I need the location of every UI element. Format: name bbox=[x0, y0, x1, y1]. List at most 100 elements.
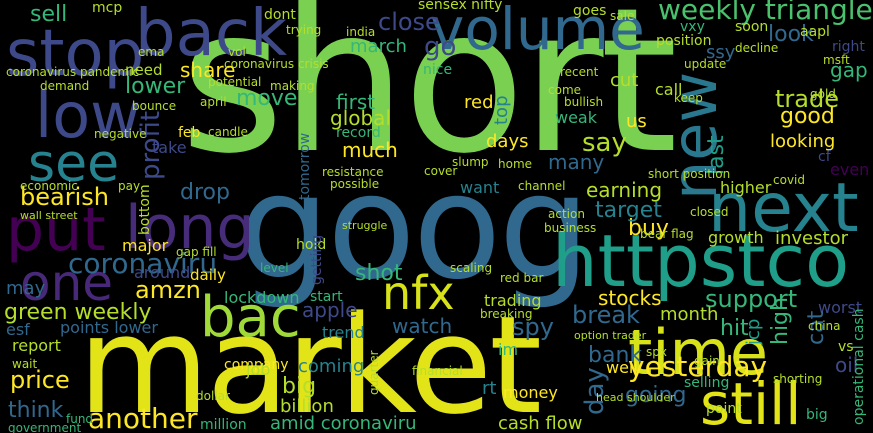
word-looking: looking bbox=[770, 131, 836, 152]
word-major: major bbox=[122, 236, 169, 255]
word-around: around bbox=[134, 263, 191, 282]
word-time: time bbox=[628, 316, 769, 389]
word-record: record bbox=[336, 125, 381, 141]
word-earning: earning bbox=[586, 178, 663, 202]
word-lower: lower bbox=[125, 74, 186, 99]
word-position: position bbox=[656, 33, 712, 49]
word-weekly-triangle: weekly triangle bbox=[658, 0, 873, 26]
word-report: report bbox=[12, 336, 61, 355]
word-green-weekly: green weekly bbox=[4, 300, 152, 325]
word-buy: buy bbox=[628, 216, 669, 241]
word-good: good bbox=[780, 104, 835, 129]
word-may: may bbox=[6, 278, 46, 299]
word-move: move bbox=[236, 86, 298, 111]
word-lockdown: lockdown bbox=[224, 288, 300, 307]
word-right: right bbox=[832, 39, 865, 55]
word-trying: trying bbox=[286, 23, 322, 37]
word-shot: shot bbox=[355, 261, 403, 286]
word-trend: trend bbox=[322, 323, 365, 342]
word-support: support bbox=[705, 285, 798, 313]
word-go: go bbox=[424, 32, 457, 62]
word-channel: channel bbox=[518, 179, 566, 193]
word-covid: covid bbox=[773, 173, 805, 187]
word-break: break bbox=[572, 301, 640, 329]
word-another: another bbox=[88, 402, 198, 433]
word-cash-flow: cash flow bbox=[498, 413, 583, 433]
word-keep: keep bbox=[674, 91, 703, 105]
word-im: im bbox=[498, 340, 519, 359]
word-red-bar: red bar bbox=[500, 271, 544, 285]
word-vxy: vxy bbox=[680, 19, 705, 35]
word-ema: ema bbox=[138, 45, 165, 59]
word-tomorrow: tomorrow bbox=[297, 132, 313, 200]
word-big-2: big bbox=[806, 407, 828, 423]
word-slump: slump bbox=[452, 155, 489, 169]
word-nice: nice bbox=[423, 62, 453, 78]
word-see: see bbox=[28, 134, 120, 194]
word-gap: gap bbox=[830, 58, 868, 82]
word-amid-coronaviru: amid coronaviru bbox=[270, 413, 417, 433]
word-company: company bbox=[224, 357, 289, 373]
word-spx: spx bbox=[646, 345, 667, 359]
word-httpstco: httpstco bbox=[552, 219, 850, 303]
word-feb: feb bbox=[178, 125, 201, 141]
word-coronaviru: coronaviru bbox=[68, 247, 218, 280]
word-low: low bbox=[35, 79, 141, 152]
word-us: us bbox=[626, 111, 647, 132]
word-higher: higher bbox=[720, 178, 772, 197]
word-closed: closed bbox=[690, 205, 729, 219]
word-india: india bbox=[346, 25, 376, 39]
word-bac: bac bbox=[200, 285, 301, 350]
word-resistance: resistance bbox=[322, 165, 384, 179]
word-take: take bbox=[152, 138, 187, 157]
word-potential: potential bbox=[208, 75, 262, 89]
word-goog: goog bbox=[238, 143, 591, 312]
word-wall-street: wall street bbox=[20, 209, 78, 222]
word-want: want bbox=[460, 178, 500, 197]
word-short-position: short position bbox=[648, 167, 731, 181]
word-home: home bbox=[498, 157, 533, 171]
word-operational-cash: operational cash bbox=[851, 308, 867, 425]
word-hold: hold bbox=[296, 237, 327, 253]
word-volume: volume bbox=[430, 0, 645, 63]
word-come: come bbox=[548, 83, 582, 97]
word-spy: spy bbox=[512, 313, 554, 341]
word-pay: pay bbox=[118, 179, 141, 193]
word-decline: decline bbox=[735, 41, 779, 55]
word-gap-fill: gap fill bbox=[176, 245, 217, 259]
word-global: global bbox=[330, 106, 391, 130]
word-government: government bbox=[8, 421, 82, 433]
word-money: money bbox=[503, 383, 558, 402]
word-negative: negative bbox=[94, 127, 147, 141]
word-close: close bbox=[378, 8, 440, 36]
word-trade: trade bbox=[775, 85, 839, 113]
word-coronavirus-pandemic: coronavirus pandemic bbox=[6, 65, 140, 79]
word-yesterday: yesterday bbox=[628, 350, 768, 383]
word-points-lower: points lower bbox=[60, 318, 158, 337]
word-head-shoulder: head shoulder bbox=[596, 391, 675, 404]
word-million: million bbox=[200, 417, 247, 433]
word-point: point bbox=[706, 401, 742, 417]
word-economic: economic bbox=[20, 179, 78, 193]
word-ssy: ssy bbox=[706, 42, 736, 63]
word-even: even bbox=[830, 160, 870, 179]
word-sell: sell bbox=[30, 2, 68, 27]
word-getting: getting bbox=[309, 234, 325, 285]
word-weak: weak bbox=[555, 108, 597, 127]
word-target: target bbox=[595, 198, 662, 223]
word-mcp: mcp bbox=[92, 0, 123, 16]
word-billion: billion bbox=[280, 396, 334, 417]
word-cover: cover bbox=[424, 164, 458, 178]
word-soon: soon bbox=[735, 19, 769, 35]
word-long: long bbox=[125, 193, 255, 263]
word-bear-flag: bear flag bbox=[640, 227, 694, 241]
word-market: market bbox=[78, 287, 542, 433]
word-level: level bbox=[260, 261, 289, 275]
word-dont: dont bbox=[264, 7, 296, 23]
word-shorting: shorting bbox=[773, 372, 823, 386]
word-march: march bbox=[350, 36, 407, 57]
word-scaling: scaling bbox=[450, 261, 493, 275]
word-struggle: struggle bbox=[342, 219, 388, 232]
word-next: next bbox=[708, 169, 859, 248]
word-quarter: quarter bbox=[367, 350, 381, 395]
